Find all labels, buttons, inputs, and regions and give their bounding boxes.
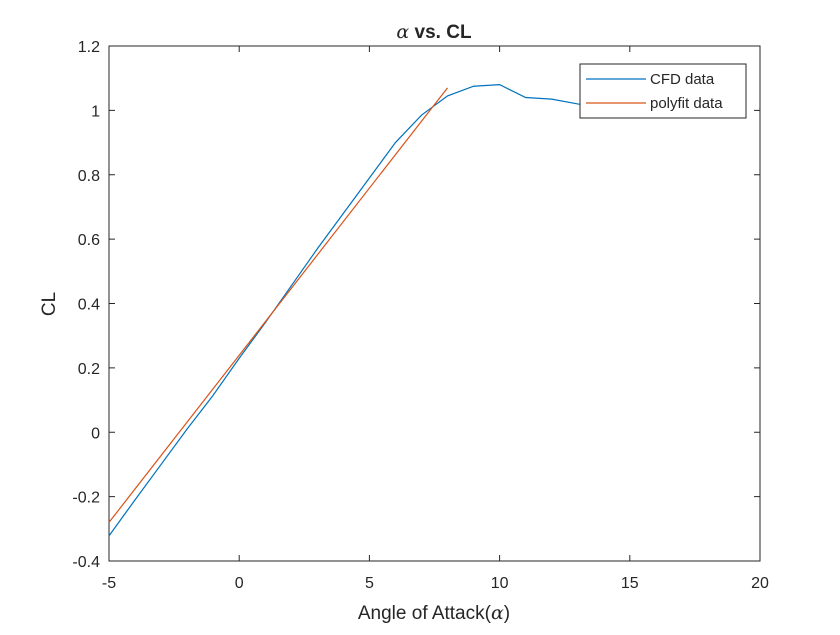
x-tick-label: 5 (365, 575, 374, 592)
x-axis-label-text: Angle of Attack( (358, 603, 492, 624)
y-tick-label: -0.2 (72, 490, 100, 507)
x-tick-label: 20 (751, 575, 769, 592)
y-tick-label: 0.4 (78, 297, 100, 314)
x-axis-label-close: ) (504, 603, 510, 624)
legend-box (579, 63, 747, 119)
x-axis-ticks: -5 0 5 10 15 20 (102, 46, 769, 592)
y-tick-label: 0.2 (78, 361, 100, 378)
x-tick-label: -5 (102, 575, 116, 592)
y-tick-label: 0.8 (78, 168, 100, 185)
x-tick-label: 10 (491, 575, 509, 592)
y-tick-label: 1.2 (78, 39, 100, 56)
plot-area (108, 45, 761, 562)
series-lines (108, 84, 656, 537)
y-tick-label: -0.4 (72, 554, 100, 571)
x-tick-label: 15 (621, 575, 639, 592)
legend: CFD data polyfit data (579, 63, 747, 119)
x-tick-label: 0 (235, 575, 244, 592)
legend-entry-cfd: CFD data (650, 71, 715, 88)
legend-entry-polyfit: polyfit data (650, 95, 723, 112)
series-line-cfd (108, 84, 656, 537)
chart-title: α vs. CL (396, 21, 472, 43)
x-axis-label: Angle of Attack(α) (358, 602, 510, 624)
x-axis-label-symbol: α (491, 602, 504, 624)
y-axis-ticks: -0.4 -0.2 0 0.2 0.4 0.6 0.8 1 1.2 (72, 39, 760, 571)
y-tick-label: 1 (91, 103, 100, 120)
y-tick-label: 0 (91, 425, 100, 442)
title-symbol: α (396, 21, 409, 43)
series-line-polyfit (108, 87, 448, 523)
title-text: vs. CL (409, 22, 472, 43)
y-tick-label: 0.6 (78, 232, 100, 249)
y-axis-label: CL (39, 292, 60, 316)
